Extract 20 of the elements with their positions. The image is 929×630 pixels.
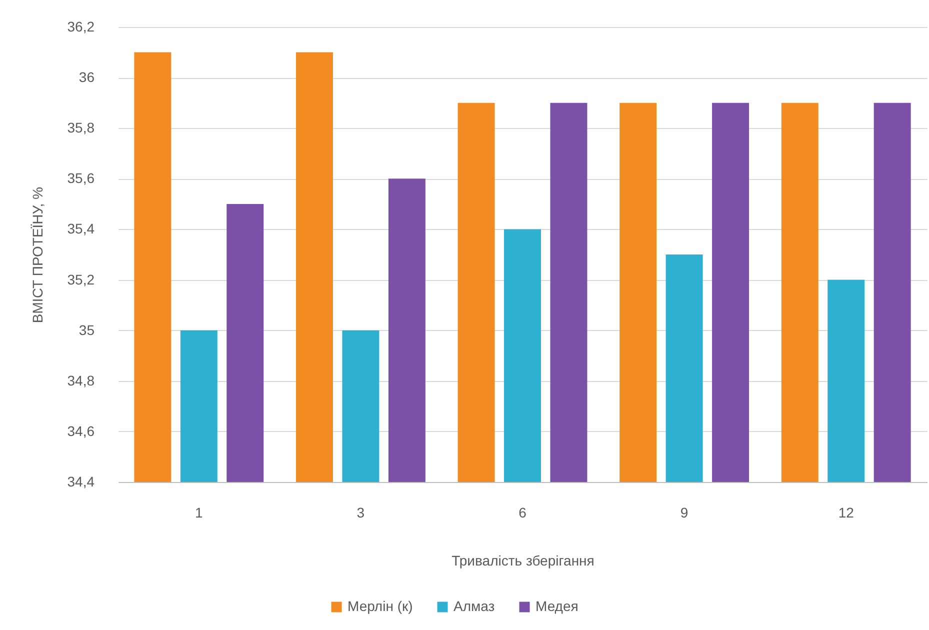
x-axis-title: Тривалість зберігання [452, 552, 594, 568]
x-tick-label: 3 [356, 504, 365, 520]
y-tick-label: 35,8 [67, 120, 95, 136]
y-tick-label: 34,8 [67, 372, 95, 388]
x-tick-label: 6 [518, 504, 527, 520]
x-tick-label: 9 [680, 504, 688, 520]
legend-label: Алмаз [454, 598, 495, 614]
y-tick-label: 35,2 [67, 271, 95, 288]
x-tick-label: 12 [838, 504, 854, 520]
y-tick-label: 34,6 [67, 422, 95, 439]
legend-label: Мерлін (к) [348, 598, 413, 614]
y-tick-label: 35,4 [67, 220, 95, 237]
legend-label: Медея [536, 598, 578, 614]
y-tick-label: 36 [78, 69, 95, 86]
x-tick-label: 1 [195, 504, 203, 520]
y-tick-label: 34,4 [67, 474, 95, 490]
y-tick-label: 36,2 [67, 18, 95, 34]
y-tick-label: 35,6 [67, 170, 95, 186]
y-tick-label: 35 [78, 322, 95, 338]
y-axis-title: ВМІСТ ПРОТЕЇНУ, % [29, 186, 46, 324]
